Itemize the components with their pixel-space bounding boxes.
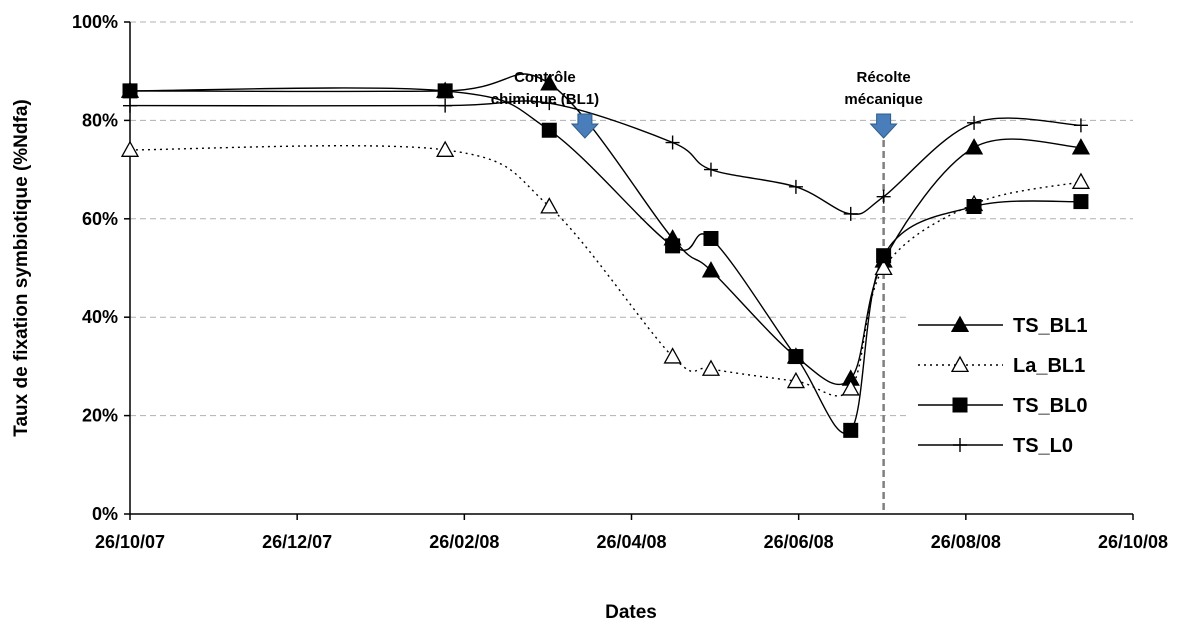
x-tick-label: 26/12/07 <box>262 532 332 552</box>
y-tick-label: 0% <box>92 504 118 524</box>
y-axis-title: Taux de fixation symbiotique (%Ndfa) <box>11 99 32 436</box>
data-point-TS_BL1 <box>964 138 984 155</box>
recolte-arrow-icon <box>869 113 898 139</box>
x-tick-label: 26/02/08 <box>429 532 499 552</box>
controle-annotation-line: Contrôle <box>514 69 576 86</box>
data-point-La_BL1 <box>1071 172 1091 189</box>
series-line-TS_L0 <box>129 100 1081 215</box>
legend: TS_BL1 La_BL1 TS_BL0 TS_L0 <box>908 296 1142 474</box>
legend-label-TS_BL0: TS_BL0 <box>1013 395 1087 417</box>
annotations: Contrôle chimique (BL1) Récolte mécanique <box>491 69 923 139</box>
data-point-TS_BL0 <box>437 83 453 99</box>
data-point-TS_L0 <box>123 98 137 113</box>
legend-marker-TS_L0 <box>953 438 967 452</box>
data-point-TS_BL1 <box>701 261 721 278</box>
legend-label-TS_L0: TS_L0 <box>1013 435 1073 457</box>
controle-annotation-line: chimique (BL1) <box>491 91 599 108</box>
recolte-annotation-line: Récolte <box>857 69 911 86</box>
data-point-TS_L0 <box>438 98 453 113</box>
x-tick-label: 26/06/08 <box>764 532 834 552</box>
data-point-TS_L0 <box>967 115 982 130</box>
legend-marker-TS_BL1 <box>950 315 970 333</box>
legend-label-La_BL1: La_BL1 <box>1013 355 1085 377</box>
data-point-La_BL1 <box>540 197 559 214</box>
x-tick-label: 26/08/08 <box>931 532 1001 552</box>
data-point-TS_BL0 <box>1073 194 1089 210</box>
data-point-La_BL1 <box>436 140 455 157</box>
data-point-TS_BL0 <box>703 230 719 246</box>
legend-marker-TS_BL0 <box>952 397 968 413</box>
data-point-La_BL1 <box>120 140 140 157</box>
data-point-TS_BL0 <box>843 422 859 438</box>
y-tick-label: 100% <box>72 12 118 32</box>
data-point-TS_L0 <box>703 162 718 177</box>
data-point-TS_L0 <box>1073 118 1088 133</box>
data-point-TS_L0 <box>843 206 858 221</box>
y-tick-label: 60% <box>82 209 118 229</box>
x-tick-label: 26/04/08 <box>596 532 666 552</box>
legend-marker-La_BL1 <box>950 355 970 373</box>
recolte-annotation-line: mécanique <box>844 91 922 108</box>
data-point-TS_BL0 <box>966 199 982 214</box>
y-tick-label: 20% <box>82 406 118 426</box>
data-point-La_BL1 <box>663 347 682 364</box>
data-point-TS_BL1 <box>1071 138 1091 155</box>
data-point-TS_L0 <box>665 135 680 150</box>
data-point-La_BL1 <box>786 371 806 389</box>
data-point-TS_L0 <box>876 189 891 204</box>
data-point-TS_L0 <box>542 96 557 111</box>
x-tick-label: 26/10/07 <box>95 532 165 552</box>
data-point-TS_BL0 <box>541 122 557 138</box>
series-markers <box>120 74 1091 438</box>
controle-arrow-icon <box>570 113 600 139</box>
data-point-TS_BL0 <box>665 238 681 254</box>
x-tick-label: 26/10/08 <box>1098 532 1168 552</box>
data-point-TS_L0 <box>788 179 803 194</box>
y-tick-label: 80% <box>82 110 118 130</box>
data-point-La_BL1 <box>841 379 860 396</box>
series-line-TS_BL0 <box>129 87 1081 434</box>
data-point-TS_BL1 <box>540 74 559 91</box>
legend-label-TS_BL1: TS_BL1 <box>1013 315 1087 337</box>
data-point-La_BL1 <box>874 258 893 276</box>
tick-labels: 0% 20% 40% 60% 80% 100% 26/10/07 26/12/07 26/02/… <box>72 12 1168 552</box>
x-axis-title: Dates <box>605 602 657 623</box>
data-point-La_BL1 <box>701 359 721 376</box>
y-tick-label: 40% <box>82 307 118 327</box>
series-line-La_BL1 <box>129 145 1082 397</box>
data-point-TS_BL0 <box>122 83 138 99</box>
data-point-TS_BL0 <box>788 349 804 365</box>
data-point-TS_BL0 <box>876 248 892 264</box>
